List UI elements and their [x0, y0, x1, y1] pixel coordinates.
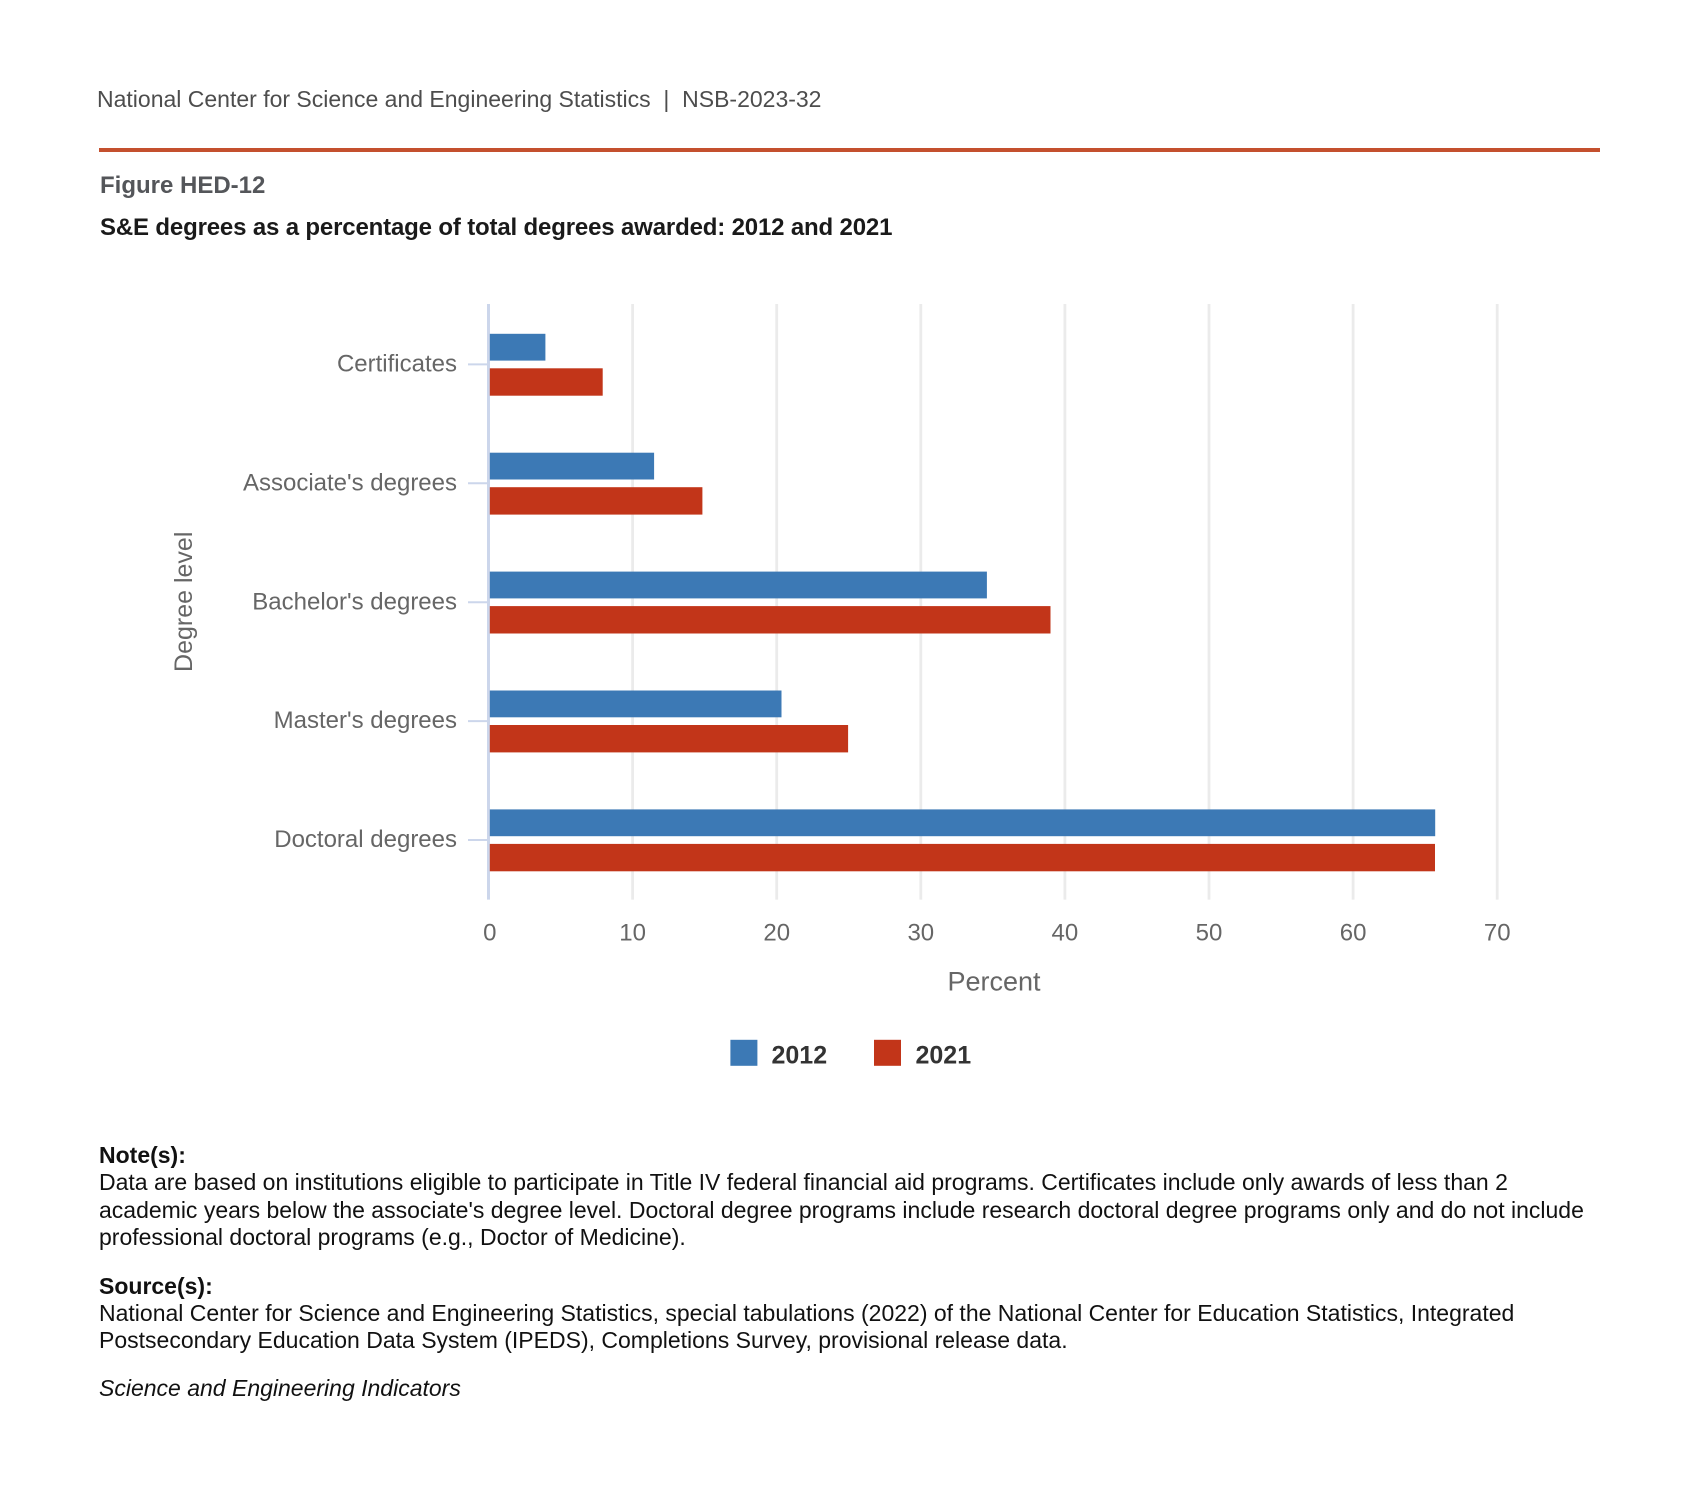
svg-text:30: 30: [907, 920, 934, 947]
svg-text:10: 10: [619, 920, 646, 947]
svg-text:50: 50: [1196, 920, 1223, 947]
svg-text:Associate's degrees: Associate's degrees: [243, 469, 457, 496]
svg-text:40: 40: [1052, 920, 1079, 947]
svg-text:Doctoral degrees: Doctoral degrees: [274, 826, 457, 853]
svg-text:Bachelor's degrees: Bachelor's degrees: [252, 588, 457, 615]
svg-text:Master's degrees: Master's degrees: [274, 707, 457, 734]
svg-text:20: 20: [763, 920, 790, 947]
svg-text:Certificates: Certificates: [337, 351, 457, 378]
svg-text:2021: 2021: [916, 1041, 972, 1069]
svg-text:Percent: Percent: [947, 967, 1041, 997]
svg-text:60: 60: [1340, 920, 1367, 947]
svg-text:70: 70: [1484, 920, 1511, 947]
svg-text:0: 0: [483, 920, 496, 947]
svg-text:2012: 2012: [772, 1041, 828, 1069]
svg-text:Degree level: Degree level: [170, 532, 198, 672]
